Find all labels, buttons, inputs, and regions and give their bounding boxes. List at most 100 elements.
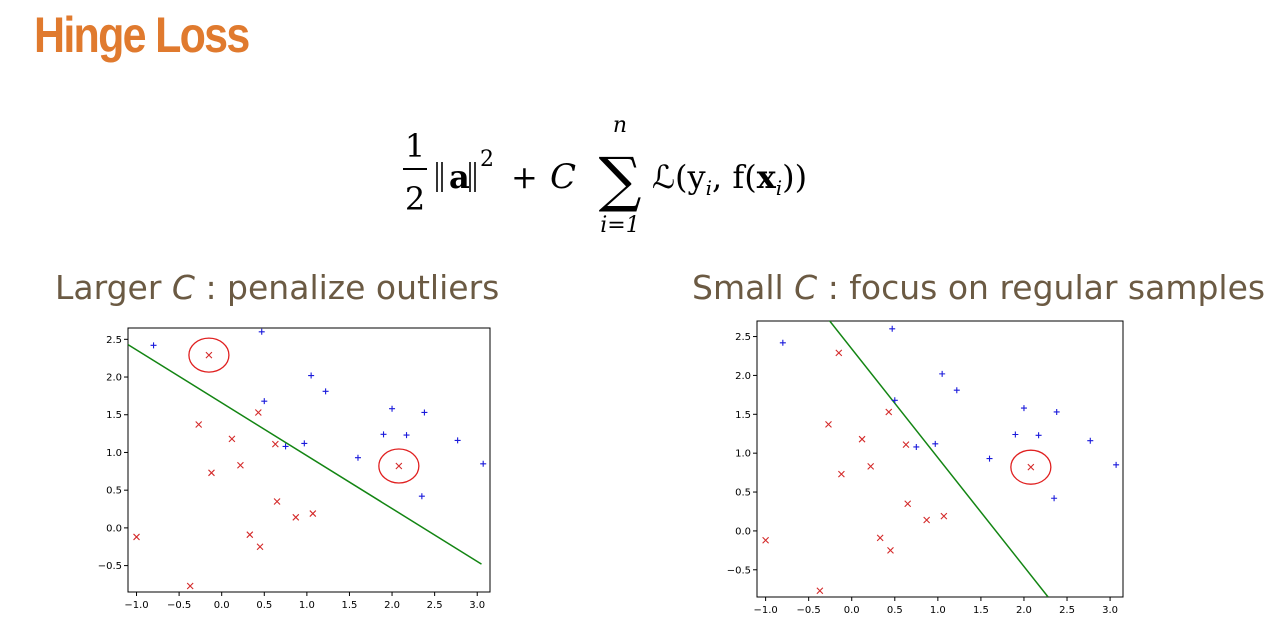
left-subtitle: Larger C : penalize outliers (55, 268, 499, 307)
slide-title: Hinge Loss (34, 7, 250, 63)
plus-marker (322, 388, 329, 395)
cross-marker (838, 470, 845, 478)
x-tick-label: 3.0 (469, 600, 485, 611)
loss-term: ℒ(yi, f(xi)) (652, 158, 807, 200)
cross-marker (208, 469, 215, 477)
cross-marker (246, 531, 254, 539)
cross-marker (292, 513, 300, 521)
cross-marker (867, 462, 875, 470)
cross-marker (885, 408, 893, 416)
loss-sub-i: i (706, 176, 712, 200)
plus-marker (480, 460, 487, 467)
y-tick-label: 1.5 (106, 410, 122, 421)
plot-frame (756, 320, 1124, 598)
plot-frame (127, 327, 491, 593)
sum-symbol: ∑ (599, 145, 642, 215)
y-tick-label: −0.5 (98, 561, 122, 572)
y-tick-label: 1.5 (735, 410, 751, 421)
plus-marker (986, 455, 993, 462)
plus-marker (1051, 495, 1058, 502)
x-tick-label: 0.5 (887, 605, 903, 616)
plus-marker (889, 325, 896, 332)
cross-marker (923, 516, 931, 524)
plus-marker (421, 409, 428, 416)
plus-marker (454, 437, 461, 444)
scatter-plot-small-c: −1.0 −0.5 0.0 0.5 1.0 1.5 2.0 2.5 3.0 −0.5 0.0 0.5 1… (727, 320, 1124, 616)
cross-marker (228, 435, 236, 443)
cross-marker (1027, 463, 1035, 471)
cross-marker (902, 441, 910, 449)
x-tick-label: −0.5 (167, 600, 191, 611)
sum-lower-limit: i=1 (600, 213, 639, 238)
plus-marker (1113, 461, 1120, 468)
x-tick-label: 2.0 (1016, 605, 1032, 616)
cross-marker (205, 351, 213, 359)
y-tick-label: −0.5 (727, 565, 751, 576)
y-tick-label: 2.0 (735, 371, 751, 382)
cross-marker (940, 512, 948, 520)
plus-sign: + (511, 158, 538, 196)
c-variable: C (550, 157, 576, 197)
y-tick-label: 2.5 (106, 335, 122, 346)
x-tick-label: 0.0 (844, 605, 860, 616)
right-subtitle-c: C (794, 268, 818, 307)
x-tick-label: 1.0 (930, 605, 946, 616)
plus-marker (913, 443, 920, 450)
plus-marker (389, 405, 396, 412)
cross-marker (825, 421, 832, 428)
x-tick-label: 2.5 (1059, 605, 1075, 616)
left-subtitle-post: : penalize outliers (194, 268, 500, 307)
x-tick-label: 2.0 (384, 600, 400, 611)
norm-variable: a (449, 158, 470, 196)
objective-formula: 1 2 a 2 + C n ∑ i=1 ℒ(yi, f(xi)) (403, 113, 807, 238)
cross-marker (816, 587, 824, 595)
x-tick-label: 3.0 (1102, 605, 1118, 616)
plus-marker (1035, 432, 1042, 439)
right-subtitle: Small C : focus on regular samples (692, 268, 1265, 307)
norm-exponent: 2 (480, 147, 494, 172)
cross-marker (237, 461, 244, 469)
cross-marker (858, 435, 866, 443)
x-tick-label: −1.0 (753, 605, 777, 616)
decision-boundary-line (828, 321, 1049, 597)
plus-marker (953, 387, 960, 394)
plus-marker (150, 342, 157, 349)
decision-boundary-line (128, 343, 482, 565)
x-tick-label: 0.5 (256, 600, 272, 611)
plus-marker (403, 432, 410, 439)
plus-marker (939, 370, 946, 377)
plus-marker (1020, 405, 1027, 412)
plus-marker (932, 440, 939, 447)
cross-marker (904, 500, 912, 508)
loss-close: )) (782, 158, 807, 196)
cross-marker (271, 440, 279, 448)
plus-marker (380, 431, 387, 438)
x-tick-label: 2.5 (427, 600, 443, 611)
left-subtitle-pre: Larger (55, 268, 172, 307)
plus-marker (282, 443, 289, 450)
plus-marker (779, 339, 786, 346)
plus-marker (261, 398, 268, 405)
plus-marker (1012, 431, 1019, 438)
plus-marker (258, 328, 265, 335)
plus-marker (308, 372, 315, 379)
plus-marker (418, 493, 425, 500)
y-tick-label: 0.0 (735, 526, 751, 537)
y-tick-label: 2.5 (735, 332, 751, 343)
cross-marker (254, 409, 262, 416)
cross-marker (835, 349, 843, 357)
cross-marker (273, 498, 281, 505)
outlier-highlight-circle (1010, 449, 1052, 485)
plus-marker (1053, 408, 1060, 415)
loss-x-sub: i (776, 176, 782, 200)
cross-marker (309, 510, 317, 517)
y-tick-label: 0.5 (106, 486, 122, 497)
sum-upper-limit: n (613, 113, 627, 138)
cross-marker (133, 533, 140, 541)
scatter-plot-large-c: −1.0 −0.5 0.0 0.5 1.0 1.5 2.0 2.5 3.0 −0.5 0.0 0.5 1… (98, 327, 491, 611)
x-tick-label: 0.0 (214, 600, 230, 611)
x-tick-label: −1.0 (124, 600, 148, 611)
y-tick-label: 1.0 (106, 448, 122, 459)
left-subtitle-c: C (171, 268, 195, 307)
plus-marker (891, 397, 898, 404)
